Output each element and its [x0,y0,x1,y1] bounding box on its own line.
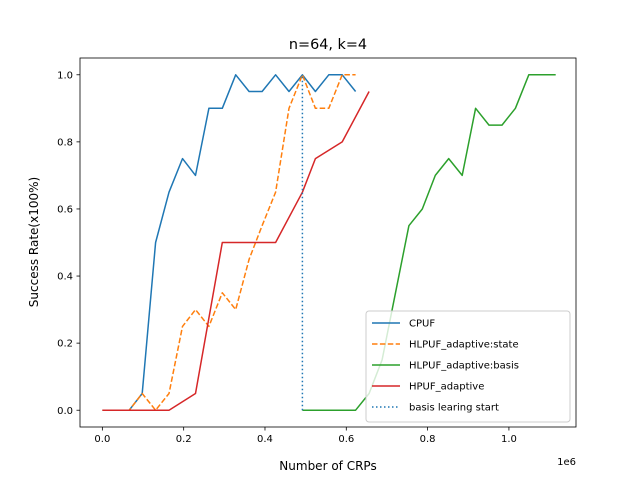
x-tick-label: 0.4 [257,434,273,445]
x-tick-label: 0.6 [338,434,354,445]
y-tick-label: 0.8 [57,137,73,148]
x-tick-label: 0.0 [94,434,110,445]
series-line-3 [302,74,556,411]
legend-label: basis learing start [409,403,499,414]
x-tick-label: 1.0 [501,434,517,445]
legend-label: HLPUF_adaptive:basis [409,361,519,372]
y-tick-label: 0.2 [57,339,73,350]
series-line-4 [102,91,370,411]
series-layer [102,74,556,411]
axes-frame [79,57,577,428]
legend-box [365,310,571,423]
legend-label: CPUF [409,319,435,330]
legend: CPUF HLPUF_adaptive:state HLPUF_adaptive:b… [365,310,571,423]
x-axis-label: Number of CRPs [279,459,376,473]
y-tick-label: 0.4 [57,272,73,283]
x-tick-label: 0.8 [420,434,436,445]
y-tick-label: 0.6 [57,205,73,216]
x-tick-label: 0.2 [176,434,192,445]
legend-label: HLPUF_adaptive:state [409,340,519,351]
x-offset-text: 1e6 [557,457,576,468]
series-line-1 [102,74,357,411]
series-line-2 [102,74,356,411]
y-tick-label: 1.0 [57,70,73,81]
legend-label: HPUF_adaptive [409,382,484,393]
y-tick-label: 0.0 [57,406,73,417]
chart-title: n=64, k=4 [289,37,367,53]
y-axis-label: Success Rate(x100%) [27,177,41,307]
tick-layer: 0.0 0.2 0.4 0.6 0.8 1.0 0.0 0.2 0.4 0.6 0.8 1.0 [57,70,517,445]
